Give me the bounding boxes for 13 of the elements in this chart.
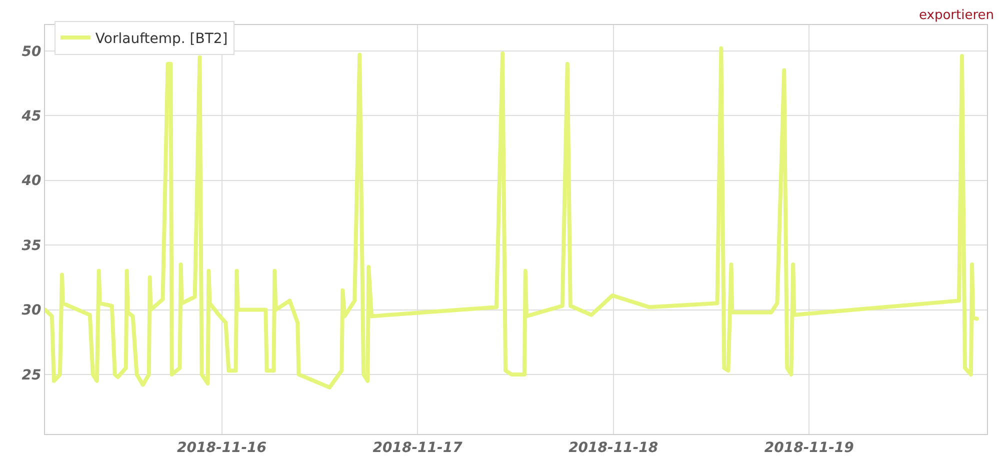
line-series bbox=[45, 46, 979, 390]
y-tick-label: 50 bbox=[22, 44, 42, 60]
y-tick-label: 45 bbox=[20, 108, 42, 124]
y-tick-label: 25 bbox=[22, 367, 42, 384]
y-tick-label: 30 bbox=[22, 302, 42, 319]
x-tick-label: 2018-11-18 bbox=[568, 440, 658, 456]
y-tick-label: 40 bbox=[20, 173, 42, 190]
x-tick-label: 2018-11-16 bbox=[176, 440, 267, 456]
x-tick-label: 2018-11-19 bbox=[764, 440, 854, 456]
x-tick-label: 2018-11-17 bbox=[372, 440, 463, 456]
legend-label: Vorlauftemp. [BT2] bbox=[95, 30, 228, 47]
text: exportieren bbox=[919, 8, 994, 23]
y-tick-label: 35 bbox=[22, 238, 42, 254]
